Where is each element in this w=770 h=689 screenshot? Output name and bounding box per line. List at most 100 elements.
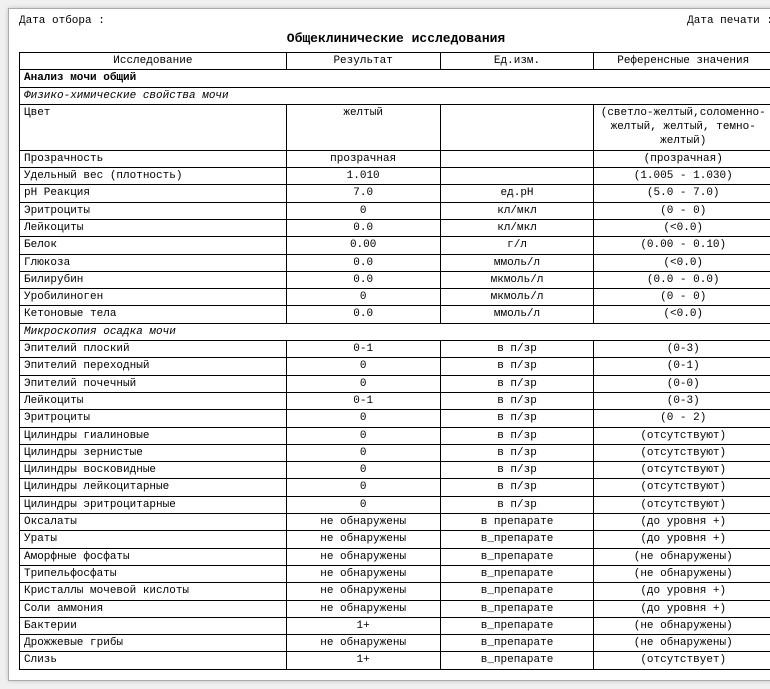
table-row: Бактерии1+в_препарате(не обнаружены)	[20, 617, 770, 634]
cell-ref: (отсутствуют)	[594, 444, 770, 461]
cell-ref: (до уровня +)	[594, 531, 770, 548]
table-row: Цилиндры эритроцитарные0в п/зр(отсутству…	[20, 496, 770, 513]
cell-name: Билирубин	[20, 271, 287, 288]
cell-unit: кл/мкл	[440, 202, 594, 219]
cell-ref: (0.00 - 0.10)	[594, 237, 770, 254]
subsection-label: Физико-химические свойства мочи	[20, 87, 770, 104]
cell-ref: (до уровня +)	[594, 583, 770, 600]
cell-unit: в_препарате	[440, 600, 594, 617]
cell-unit: в_препарате	[440, 548, 594, 565]
cell-unit: в п/зр	[440, 410, 594, 427]
cell-result: не обнаружены	[286, 600, 440, 617]
table-row: Лейкоциты0.0кл/мкл(<0.0)	[20, 219, 770, 236]
cell-name: Кристаллы мочевой кислоты	[20, 583, 287, 600]
cell-name: рН Реакция	[20, 185, 287, 202]
cell-ref: (не обнаружены)	[594, 617, 770, 634]
cell-result: 0	[286, 479, 440, 496]
cell-result: 1.010	[286, 168, 440, 185]
cell-unit	[440, 168, 594, 185]
cell-result: не обнаружены	[286, 583, 440, 600]
cell-name: Аморфные фосфаты	[20, 548, 287, 565]
cell-result: не обнаружены	[286, 548, 440, 565]
col-header-ref: Референсные значения	[594, 53, 770, 70]
cell-result: 0	[286, 410, 440, 427]
cell-name: Цилиндры восковидные	[20, 462, 287, 479]
cell-unit: в_препарате	[440, 652, 594, 669]
table-row: Уратыне обнаруженыв_препарате(до уровня …	[20, 531, 770, 548]
table-row: Эпителий плоский0-1в п/зр(0-3)	[20, 341, 770, 358]
cell-unit: ммоль/л	[440, 306, 594, 323]
col-header-name: Исследование	[20, 53, 287, 70]
header-dates: Дата отбора : Дата печати :	[19, 15, 770, 27]
cell-result: 0.0	[286, 219, 440, 236]
cell-ref: (отсутствуют)	[594, 462, 770, 479]
subsection-label: Микроскопия осадка мочи	[20, 323, 770, 340]
cell-result: 7.0	[286, 185, 440, 202]
cell-unit: в п/зр	[440, 462, 594, 479]
cell-ref: (0-1)	[594, 358, 770, 375]
cell-result: не обнаружены	[286, 531, 440, 548]
cell-result: 0.0	[286, 306, 440, 323]
cell-unit: в п/зр	[440, 479, 594, 496]
cell-unit	[440, 104, 594, 150]
cell-ref: (не обнаружены)	[594, 565, 770, 582]
cell-unit: в_препарате	[440, 583, 594, 600]
report-page: Дата отбора : Дата печати : Общеклиничес…	[8, 8, 770, 681]
table-row: Оксалатыне обнаруженыв препарате(до уров…	[20, 514, 770, 531]
cell-result: желтый	[286, 104, 440, 150]
table-row: Удельный вес (плотность)1.010(1.005 - 1.…	[20, 168, 770, 185]
cell-name: Соли аммония	[20, 600, 287, 617]
table-row: Дрожжевые грибыне обнаруженыв_препарате(…	[20, 635, 770, 652]
cell-name: Цвет	[20, 104, 287, 150]
table-row: Прозрачностьпрозрачная(прозрачная)	[20, 150, 770, 167]
cell-result: 0	[286, 427, 440, 444]
cell-ref: (0.0 - 0.0)	[594, 271, 770, 288]
cell-result: 1+	[286, 617, 440, 634]
cell-name: Цилиндры лейкоцитарные	[20, 479, 287, 496]
cell-ref: (отсутствуют)	[594, 496, 770, 513]
cell-name: Слизь	[20, 652, 287, 669]
cell-result: 0	[286, 358, 440, 375]
cell-unit: ммоль/л	[440, 254, 594, 271]
cell-ref: (<0.0)	[594, 254, 770, 271]
cell-ref: (отсутствуют)	[594, 427, 770, 444]
table-row: Цилиндры зернистые0в п/зр(отсутствуют)	[20, 444, 770, 461]
cell-ref: (0 - 0)	[594, 289, 770, 306]
cell-ref: (до уровня +)	[594, 600, 770, 617]
section-row: Анализ мочи общий	[20, 70, 770, 87]
cell-ref: (не обнаружены)	[594, 635, 770, 652]
cell-name: Эпителий переходный	[20, 358, 287, 375]
table-row: Глюкоза0.0ммоль/л(<0.0)	[20, 254, 770, 271]
cell-ref: (0-0)	[594, 375, 770, 392]
cell-name: Бактерии	[20, 617, 287, 634]
cell-name: Эпителий плоский	[20, 341, 287, 358]
table-row: рН Реакция7.0ед.рН(5.0 - 7.0)	[20, 185, 770, 202]
table-row: Эритроциты0кл/мкл(0 - 0)	[20, 202, 770, 219]
cell-name: Ураты	[20, 531, 287, 548]
cell-name: Глюкоза	[20, 254, 287, 271]
cell-name: Лейкоциты	[20, 392, 287, 409]
subsection-row: Микроскопия осадка мочи	[20, 323, 770, 340]
cell-unit	[440, 150, 594, 167]
cell-unit: в п/зр	[440, 444, 594, 461]
cell-name: Цилиндры гиалиновые	[20, 427, 287, 444]
cell-unit: ед.рН	[440, 185, 594, 202]
cell-name: Удельный вес (плотность)	[20, 168, 287, 185]
cell-unit: в п/зр	[440, 358, 594, 375]
cell-ref: (отсутствуют)	[594, 479, 770, 496]
cell-result: 0	[286, 202, 440, 219]
cell-name: Эритроциты	[20, 202, 287, 219]
cell-name: Белок	[20, 237, 287, 254]
cell-unit: г/л	[440, 237, 594, 254]
cell-ref: (0-3)	[594, 392, 770, 409]
cell-unit: мкмоль/л	[440, 271, 594, 288]
cell-unit: кл/мкл	[440, 219, 594, 236]
cell-result: 0.00	[286, 237, 440, 254]
cell-unit: в_препарате	[440, 565, 594, 582]
cell-result: 1+	[286, 652, 440, 669]
table-row: Кристаллы мочевой кислотыне обнаруженыв_…	[20, 583, 770, 600]
cell-ref: (0 - 2)	[594, 410, 770, 427]
cell-unit: в п/зр	[440, 392, 594, 409]
table-row: Уробилиноген0мкмоль/л(0 - 0)	[20, 289, 770, 306]
cell-name: Дрожжевые грибы	[20, 635, 287, 652]
